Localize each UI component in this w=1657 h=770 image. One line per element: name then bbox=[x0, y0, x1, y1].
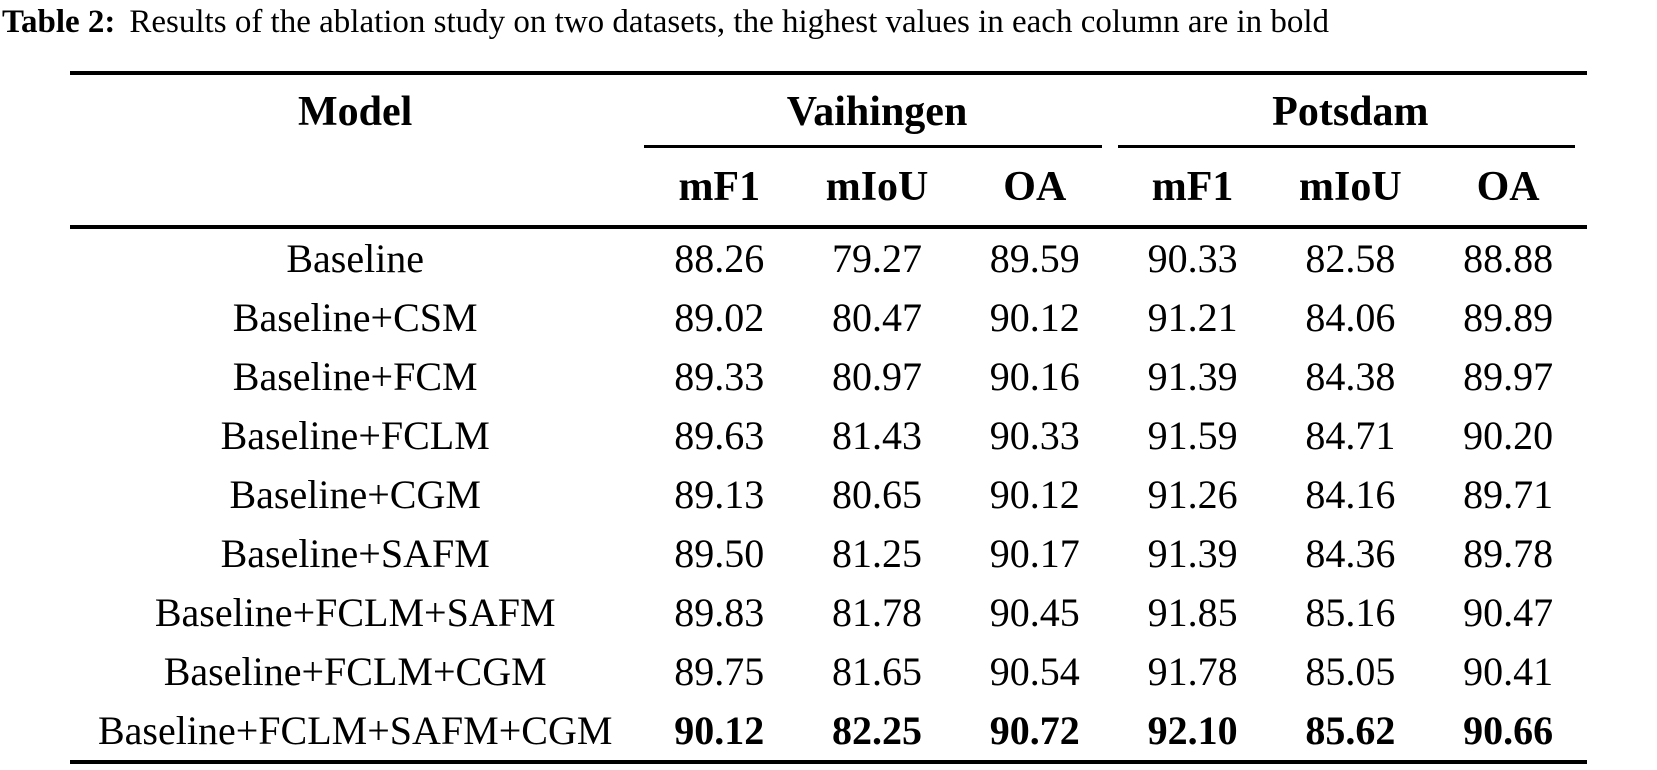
metric-header-vaihingen-mf1: mF1 bbox=[640, 148, 799, 229]
value-cell: 90.45 bbox=[989, 590, 1080, 635]
empty-header-cell bbox=[70, 148, 641, 229]
model-cell: Baseline+SAFM bbox=[220, 531, 490, 576]
table-row: Baseline+SAFM 89.50 81.25 90.17 91.39 84… bbox=[70, 524, 1587, 583]
group-header-potsdam: Potsdam bbox=[1114, 73, 1587, 148]
metric-header-potsdam-mf1: mF1 bbox=[1113, 148, 1272, 229]
value-cell: 90.47 bbox=[1463, 590, 1554, 635]
table-row: Baseline+FCLM 89.63 81.43 90.33 91.59 84… bbox=[70, 406, 1587, 465]
table-caption-text: Results of the ablation study on two dat… bbox=[129, 4, 1330, 40]
value-cell: 88.26 bbox=[674, 236, 765, 281]
value-cell: 91.59 bbox=[1147, 413, 1238, 458]
ablation-table-wrapper: Model Vaihingen Potsdam mF1 mIoU OA mF1 … bbox=[70, 71, 1587, 764]
value-cell-best: 92.10 bbox=[1147, 708, 1238, 753]
model-cell: Baseline+FCLM+SAFM+CGM bbox=[97, 708, 613, 753]
value-cell: 89.71 bbox=[1463, 472, 1554, 517]
value-cell: 90.17 bbox=[989, 531, 1080, 576]
value-cell: 84.71 bbox=[1305, 413, 1396, 458]
value-cell: 90.20 bbox=[1463, 413, 1554, 458]
value-cell: 84.06 bbox=[1305, 295, 1396, 340]
value-cell-best: 85.62 bbox=[1305, 708, 1396, 753]
model-cell: Baseline bbox=[286, 236, 425, 281]
table-row: Baseline+FCLM+SAFM 89.83 81.78 90.45 91.… bbox=[70, 583, 1587, 642]
value-cell-best: 90.12 bbox=[674, 708, 765, 753]
value-cell: 84.16 bbox=[1305, 472, 1396, 517]
model-cell: Baseline+CGM bbox=[229, 472, 481, 517]
value-cell: 85.16 bbox=[1305, 590, 1396, 635]
value-cell: 88.88 bbox=[1463, 236, 1554, 281]
value-cell: 90.12 bbox=[989, 472, 1080, 517]
metric-header-vaihingen-oa: OA bbox=[955, 148, 1114, 229]
value-cell-best: 82.25 bbox=[832, 708, 923, 753]
table-caption: Table 2: Results of the ablation study on… bbox=[2, 0, 1657, 44]
model-cell: Baseline+FCLM+SAFM bbox=[154, 590, 556, 635]
value-cell: 91.78 bbox=[1147, 649, 1238, 694]
value-cell: 81.25 bbox=[832, 531, 923, 576]
value-cell: 90.54 bbox=[989, 649, 1080, 694]
table-row-best: Baseline+FCLM+SAFM+CGM 90.12 82.25 90.72… bbox=[70, 701, 1587, 762]
model-cell: Baseline+FCLM bbox=[220, 413, 490, 458]
value-cell: 89.50 bbox=[674, 531, 765, 576]
value-cell-best: 90.66 bbox=[1463, 708, 1554, 753]
value-cell: 84.36 bbox=[1305, 531, 1396, 576]
value-cell: 90.41 bbox=[1463, 649, 1554, 694]
group-header-vaihingen: Vaihingen bbox=[640, 73, 1113, 148]
value-cell: 84.38 bbox=[1305, 354, 1396, 399]
value-cell: 90.33 bbox=[1147, 236, 1238, 281]
value-cell: 89.75 bbox=[674, 649, 765, 694]
value-cell: 90.16 bbox=[989, 354, 1080, 399]
value-cell: 80.97 bbox=[832, 354, 923, 399]
model-cell: Baseline+FCLM+CGM bbox=[163, 649, 547, 694]
value-cell: 85.05 bbox=[1305, 649, 1396, 694]
value-cell: 80.65 bbox=[832, 472, 923, 517]
value-cell: 89.13 bbox=[674, 472, 765, 517]
value-cell: 81.65 bbox=[832, 649, 923, 694]
table-row: Baseline+FCM 89.33 80.97 90.16 91.39 84.… bbox=[70, 347, 1587, 406]
value-cell: 91.85 bbox=[1147, 590, 1238, 635]
value-cell: 81.78 bbox=[832, 590, 923, 635]
value-cell: 89.89 bbox=[1463, 295, 1554, 340]
value-cell: 91.21 bbox=[1147, 295, 1238, 340]
table-row: Baseline 88.26 79.27 89.59 90.33 82.58 8… bbox=[70, 227, 1587, 288]
metric-header-potsdam-oa: OA bbox=[1429, 148, 1587, 229]
value-cell: 89.83 bbox=[674, 590, 765, 635]
value-cell: 89.63 bbox=[674, 413, 765, 458]
table-caption-label: Table 2: bbox=[2, 4, 116, 40]
value-cell: 90.12 bbox=[989, 295, 1080, 340]
metric-header-vaihingen-miou: mIoU bbox=[798, 148, 956, 229]
model-column-header: Model bbox=[298, 88, 413, 135]
value-cell: 79.27 bbox=[832, 236, 923, 281]
table-row: Baseline+FCLM+CGM 89.75 81.65 90.54 91.7… bbox=[70, 642, 1587, 701]
group-header-row: Model Vaihingen Potsdam bbox=[70, 73, 1587, 148]
metric-header-row: mF1 mIoU OA mF1 mIoU OA bbox=[70, 148, 1587, 229]
value-cell: 91.39 bbox=[1147, 354, 1238, 399]
value-cell: 91.26 bbox=[1147, 472, 1238, 517]
value-cell-best: 90.72 bbox=[989, 708, 1080, 753]
value-cell: 89.78 bbox=[1463, 531, 1554, 576]
model-cell: Baseline+FCM bbox=[232, 354, 478, 399]
value-cell: 82.58 bbox=[1305, 236, 1396, 281]
value-cell: 91.39 bbox=[1147, 531, 1238, 576]
model-cell: Baseline+CSM bbox=[232, 295, 478, 340]
value-cell: 81.43 bbox=[832, 413, 923, 458]
metric-header-potsdam-miou: mIoU bbox=[1271, 148, 1430, 229]
value-cell: 89.97 bbox=[1463, 354, 1554, 399]
ablation-results-table: Model Vaihingen Potsdam mF1 mIoU OA mF1 … bbox=[70, 71, 1587, 764]
value-cell: 89.02 bbox=[674, 295, 765, 340]
table-row: Baseline+CSM 89.02 80.47 90.12 91.21 84.… bbox=[70, 288, 1587, 347]
value-cell: 89.59 bbox=[989, 236, 1080, 281]
table-row: Baseline+CGM 89.13 80.65 90.12 91.26 84.… bbox=[70, 465, 1587, 524]
value-cell: 89.33 bbox=[674, 354, 765, 399]
value-cell: 80.47 bbox=[832, 295, 923, 340]
value-cell: 90.33 bbox=[989, 413, 1080, 458]
